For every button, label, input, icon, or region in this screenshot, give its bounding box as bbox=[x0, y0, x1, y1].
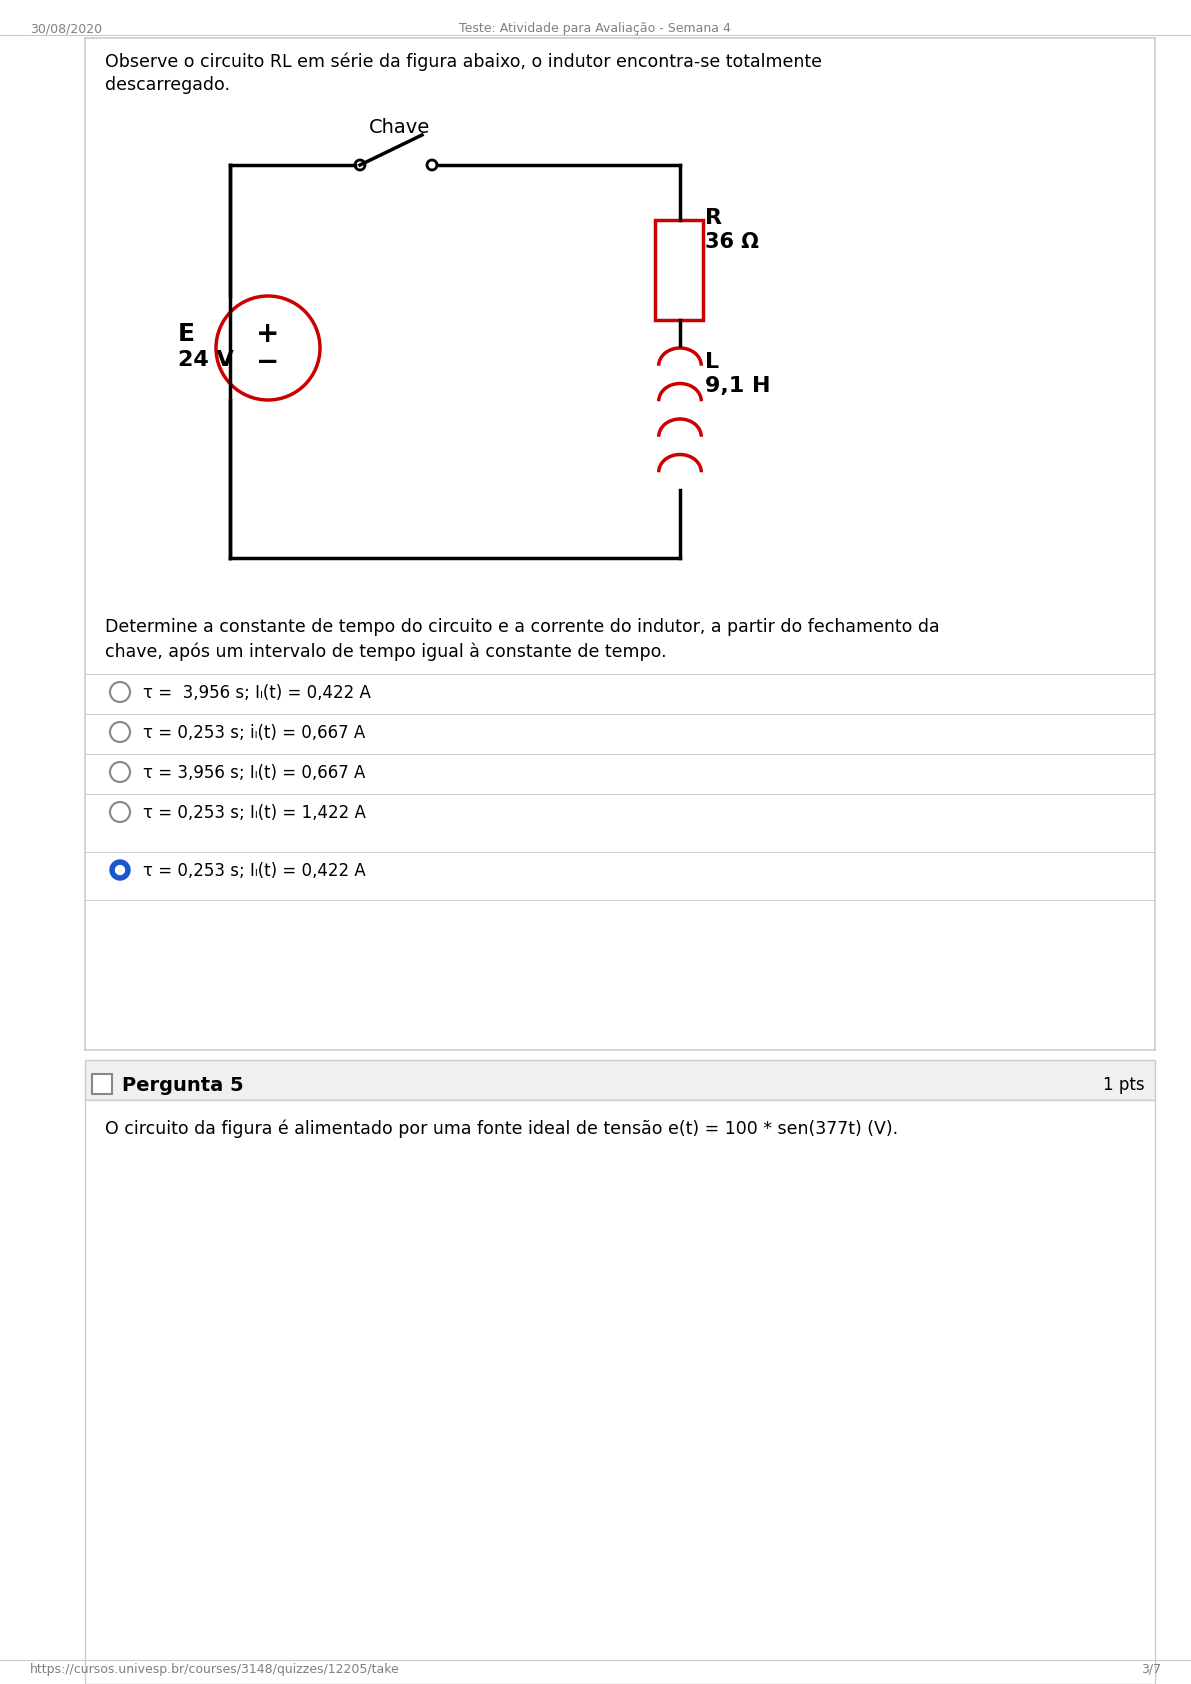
Text: Pergunta 5: Pergunta 5 bbox=[121, 1076, 244, 1095]
Text: Chave: Chave bbox=[369, 118, 431, 136]
Circle shape bbox=[116, 866, 125, 874]
Text: 1 pts: 1 pts bbox=[1103, 1076, 1145, 1095]
Text: Teste: Atividade para Avaliação - Semana 4: Teste: Atividade para Avaliação - Semana… bbox=[459, 22, 731, 35]
Text: Determine a constante de tempo do circuito e a corrente do indutor, a partir do : Determine a constante de tempo do circui… bbox=[105, 618, 940, 637]
Text: 9,1 H: 9,1 H bbox=[705, 376, 771, 396]
Text: −: − bbox=[256, 349, 280, 376]
Bar bbox=[85, 1059, 1155, 1100]
Text: τ =  3,956 s; Iₗ(t) = 0,422 A: τ = 3,956 s; Iₗ(t) = 0,422 A bbox=[143, 684, 370, 702]
Text: E: E bbox=[177, 322, 195, 345]
Text: 36 Ω: 36 Ω bbox=[705, 232, 759, 253]
Bar bbox=[92, 1074, 112, 1095]
Text: O circuito da figura é alimentado por uma fonte ideal de tensão e(t) = 100 * sen: O circuito da figura é alimentado por um… bbox=[105, 1120, 898, 1138]
Text: τ = 0,253 s; iₗ(t) = 0,667 A: τ = 0,253 s; iₗ(t) = 0,667 A bbox=[143, 724, 366, 743]
Text: chave, após um intervalo de tempo igual à constante de tempo.: chave, após um intervalo de tempo igual … bbox=[105, 642, 667, 660]
Text: 24 V: 24 V bbox=[177, 350, 233, 370]
Text: +: + bbox=[256, 320, 280, 349]
Text: τ = 3,956 s; Iₗ(t) = 0,667 A: τ = 3,956 s; Iₗ(t) = 0,667 A bbox=[143, 765, 366, 781]
Bar bbox=[85, 1100, 1155, 1684]
Text: R: R bbox=[705, 209, 722, 227]
Text: https://cursos.univesp.br/courses/3148/quizzes/12205/take: https://cursos.univesp.br/courses/3148/q… bbox=[30, 1664, 400, 1676]
Text: L: L bbox=[705, 352, 719, 372]
Text: τ = 0,253 s; Iₗ(t) = 0,422 A: τ = 0,253 s; Iₗ(t) = 0,422 A bbox=[143, 862, 366, 881]
Text: τ = 0,253 s; Iₗ(t) = 1,422 A: τ = 0,253 s; Iₗ(t) = 1,422 A bbox=[143, 803, 366, 822]
Circle shape bbox=[110, 861, 130, 881]
Bar bbox=[655, 221, 703, 320]
Text: descarregado.: descarregado. bbox=[105, 76, 230, 94]
Text: 30/08/2020: 30/08/2020 bbox=[30, 22, 102, 35]
Text: Observe o circuito RL em série da figura abaixo, o indutor encontra-se totalment: Observe o circuito RL em série da figura… bbox=[105, 52, 822, 71]
Text: 3/7: 3/7 bbox=[1141, 1664, 1161, 1676]
